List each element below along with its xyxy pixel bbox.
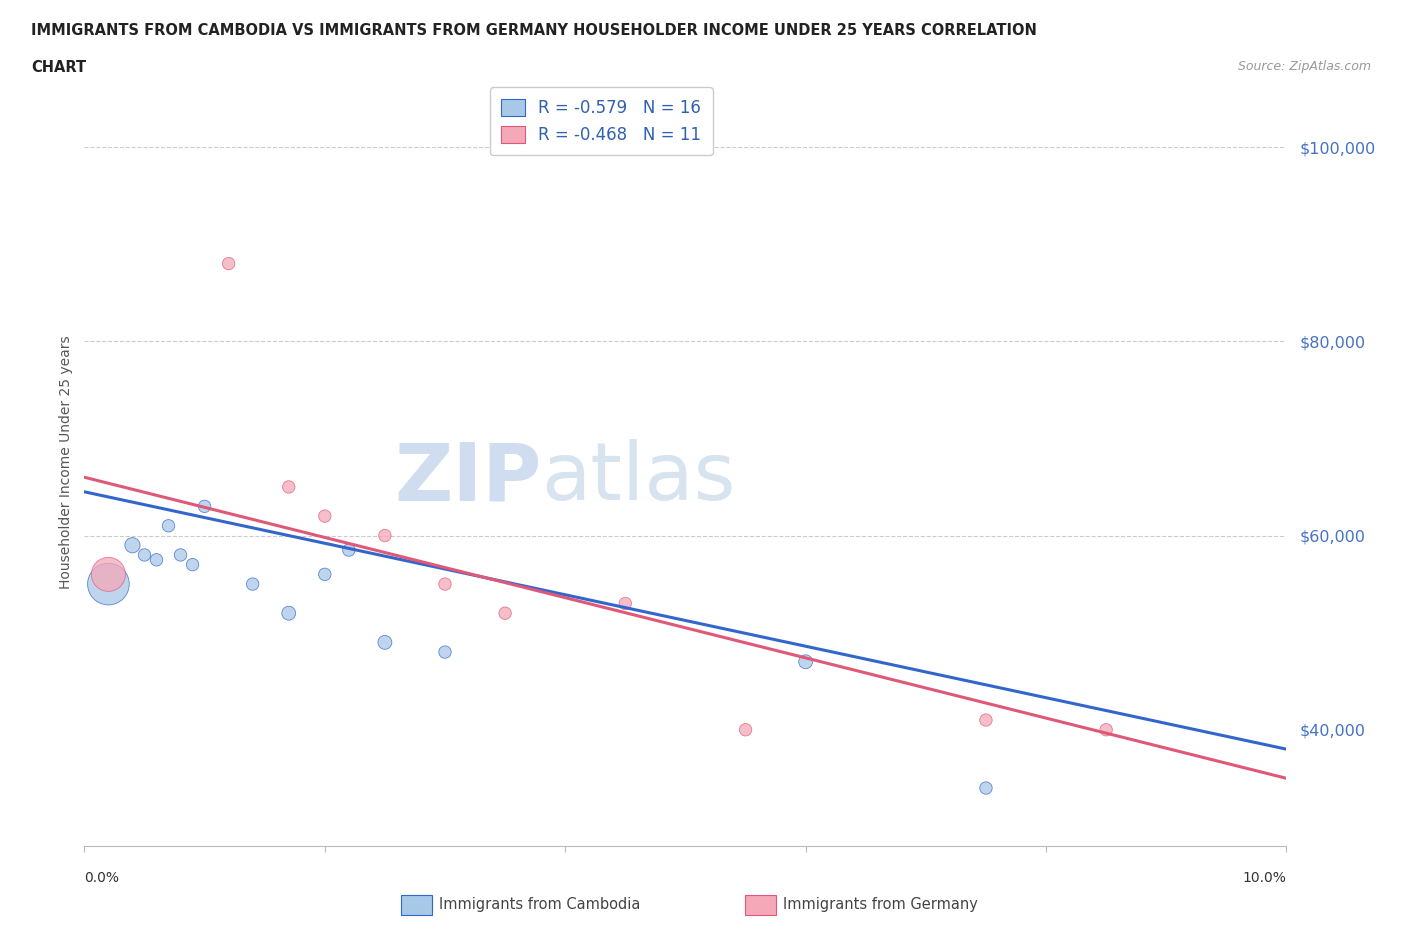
Point [974,712,997,727]
Point [337,542,360,557]
Text: ZIP: ZIP [394,439,541,517]
Point [434,644,457,659]
Point [277,480,299,495]
Point [242,577,264,591]
Text: Immigrants from Cambodia: Immigrants from Cambodia [439,897,640,912]
Text: CHART: CHART [31,60,86,75]
Point [145,552,167,567]
Point [169,548,191,563]
Point [218,256,240,271]
Point [97,577,120,591]
Y-axis label: Householder Income Under 25 years: Householder Income Under 25 years [59,336,73,590]
Point [134,548,156,563]
Point [314,509,336,524]
Point [374,635,396,650]
Text: 0.0%: 0.0% [84,870,120,884]
Text: Immigrants from Germany: Immigrants from Germany [783,897,979,912]
Text: atlas: atlas [541,439,735,517]
Point [97,567,120,582]
Point [374,528,396,543]
Point [277,605,299,620]
Text: 10.0%: 10.0% [1243,870,1286,884]
Text: IMMIGRANTS FROM CAMBODIA VS IMMIGRANTS FROM GERMANY HOUSEHOLDER INCOME UNDER 25 : IMMIGRANTS FROM CAMBODIA VS IMMIGRANTS F… [31,23,1036,38]
Point [794,655,817,670]
Point [121,538,143,552]
Point [314,567,336,582]
Legend: R = -0.579   N = 16, R = -0.468   N = 11: R = -0.579 N = 16, R = -0.468 N = 11 [489,87,713,155]
Point [734,723,756,737]
Point [194,498,217,513]
Point [974,780,997,795]
Point [157,518,180,533]
Point [181,557,204,572]
Text: Source: ZipAtlas.com: Source: ZipAtlas.com [1237,60,1371,73]
Point [614,596,637,611]
Point [494,605,516,620]
Point [434,577,457,591]
Point [1095,723,1118,737]
